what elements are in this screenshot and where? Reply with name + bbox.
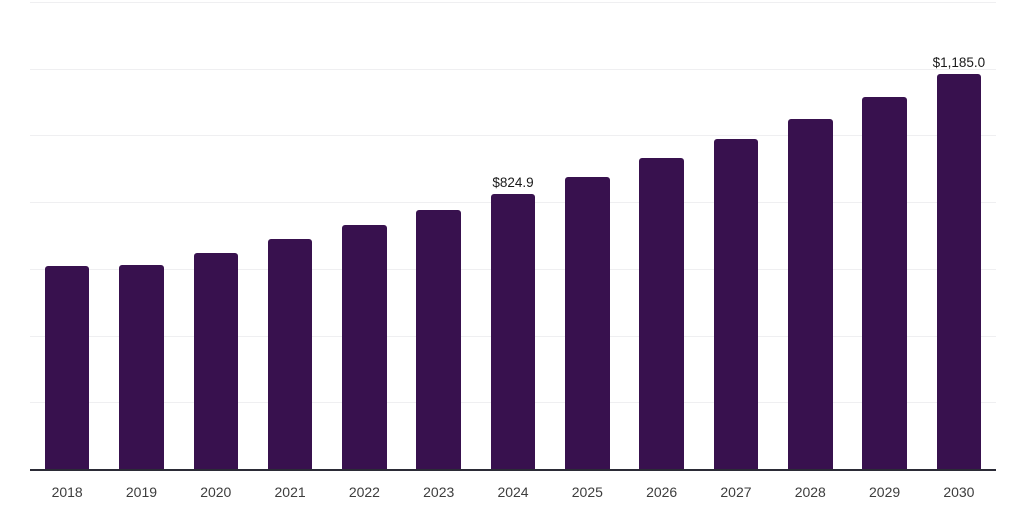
bar-band-2021	[253, 2, 327, 469]
x-tick-2030: 2030	[943, 484, 975, 500]
x-axis-tick-labels: 2018 2019 2020 2021 2022 2023 2024 2025 2026 2027…	[30, 484, 996, 500]
bar-2022[interactable]	[342, 225, 387, 469]
x-tick-2024: 2024	[497, 484, 529, 500]
x-tick-2029: 2029	[869, 484, 901, 500]
x-tick-2028: 2028	[794, 484, 826, 500]
bar-band-2022	[327, 2, 401, 469]
x-tick-2022: 2022	[348, 484, 380, 500]
bar-band-2030: $1,185.0	[922, 2, 996, 469]
gridline-1000	[30, 135, 996, 137]
value-label-2030: $1,185.0	[932, 54, 986, 70]
bar-band-2024: $824.9	[476, 2, 550, 469]
x-tick-2023: 2023	[423, 484, 455, 500]
plot-area: $824.9 $1,185.0	[30, 2, 996, 469]
bar-band-2029	[847, 2, 921, 469]
bar-band-2018	[30, 2, 104, 469]
bar-2019[interactable]	[119, 264, 164, 469]
bar-band-2020	[179, 2, 253, 469]
bar-band-2027	[699, 2, 773, 469]
bar-2026[interactable]	[639, 158, 684, 469]
bar-2020[interactable]	[193, 252, 239, 469]
gridline-1400	[30, 2, 996, 3]
bar-2027[interactable]	[713, 139, 759, 469]
bar-2028[interactable]	[788, 118, 833, 469]
bar-band-2019	[104, 2, 178, 469]
x-tick-2021: 2021	[274, 484, 306, 500]
x-tick-2019: 2019	[125, 484, 158, 500]
bars-group: $824.9 $1,185.0	[30, 2, 996, 469]
x-tick-2020: 2020	[200, 484, 232, 500]
bar-2023[interactable]	[416, 209, 461, 469]
bar-2029[interactable]	[862, 96, 907, 469]
bar-band-2025	[550, 2, 624, 469]
bar-2021[interactable]	[267, 238, 313, 469]
bar-2024[interactable]	[490, 193, 536, 469]
bar-band-2023	[402, 2, 476, 469]
bar-band-2028	[773, 2, 847, 469]
value-label-2024: $824.9	[492, 174, 534, 190]
x-tick-2027: 2027	[720, 484, 752, 500]
bar-band-2026	[625, 2, 699, 469]
gridline-1200	[30, 68, 996, 70]
x-tick-2025: 2025	[571, 484, 603, 500]
x-tick-2018: 2018	[51, 484, 83, 500]
bar-2025[interactable]	[565, 176, 610, 469]
bar-2030[interactable]	[936, 73, 982, 469]
x-tick-2026: 2026	[646, 484, 678, 500]
bar-2018[interactable]	[44, 265, 90, 469]
x-axis-line	[30, 469, 996, 471]
